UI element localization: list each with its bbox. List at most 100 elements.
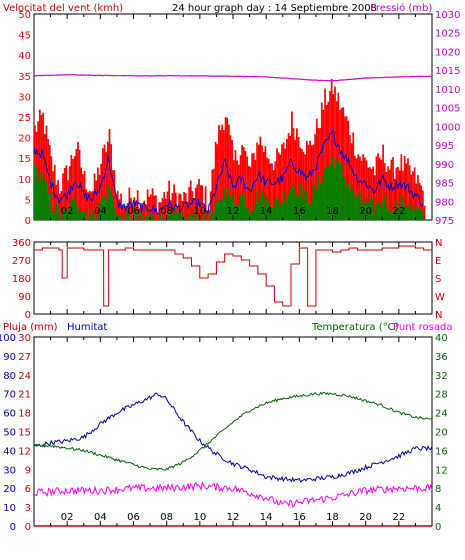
low-speed-bar (241, 194, 243, 220)
low-speed-bar (46, 181, 48, 220)
humidity-x-tick-label-12: 12 (227, 512, 240, 523)
low-speed-bar (412, 205, 414, 220)
humidity-tick-2: 20 (3, 484, 16, 495)
temperature-tick-1: 4 (435, 503, 441, 514)
low-speed-bar (352, 187, 354, 220)
low-speed-bar (218, 199, 220, 220)
low-speed-bar (223, 187, 225, 220)
low-speed-bar (279, 206, 281, 220)
low-speed-bar (286, 201, 288, 220)
dewpoint-line (34, 483, 432, 507)
humidity-x-tick-label-22: 22 (392, 512, 405, 523)
pressure-tick-9: 1020 (435, 47, 460, 58)
low-speed-bar (211, 216, 213, 220)
low-speed-bar (389, 212, 391, 220)
low-speed-bar (77, 208, 79, 220)
low-speed-bar (379, 206, 381, 220)
low-speed-bar (276, 197, 278, 220)
low-speed-bar (251, 210, 253, 220)
pressure-tick-2: 985 (435, 179, 454, 190)
wind-speed-tick-4: 20 (18, 134, 31, 145)
low-speed-bar (387, 211, 389, 220)
low-speed-bar (273, 208, 275, 220)
humidity-tick-4: 40 (3, 446, 16, 457)
low-speed-bar (89, 217, 91, 220)
direction-panel-frame (34, 242, 432, 314)
wind-x-tick-label-06: 06 (127, 206, 140, 217)
low-speed-bar (49, 192, 51, 220)
low-speed-bar (42, 173, 44, 220)
humidity-axis-label: Humitat (67, 322, 107, 333)
wind-speed-tick-3: 15 (18, 154, 31, 165)
direction-compass-tick-1: W (435, 292, 445, 303)
temperature-tick-8: 32 (435, 371, 448, 382)
wind-speed-tick-9: 45 (18, 31, 31, 42)
pressure-line (34, 75, 432, 81)
low-speed-bar (90, 213, 92, 220)
gust-bar (374, 175, 376, 220)
direction-compass-tick-2: S (435, 274, 441, 285)
wind-speed-tick-5: 25 (18, 113, 31, 124)
low-speed-bar (75, 204, 77, 220)
low-speed-bar (210, 211, 212, 220)
low-speed-bar (145, 215, 147, 220)
low-speed-bar (94, 219, 96, 220)
rain-tick-6: 18 (18, 409, 31, 420)
low-speed-bar (318, 176, 320, 220)
temperature-tick-2: 8 (435, 484, 441, 495)
low-speed-bar (74, 198, 76, 220)
low-speed-bar (288, 193, 290, 220)
low-speed-bar (405, 208, 407, 220)
pressure-tick-10: 1025 (435, 29, 460, 40)
low-speed-bar (52, 212, 54, 220)
pressure-tick-4: 995 (435, 141, 454, 152)
rain-tick-5: 15 (18, 428, 31, 439)
rain-tick-3: 9 (25, 465, 31, 476)
humidity-x-tick-label-14: 14 (260, 512, 273, 523)
temperature-tick-6: 24 (435, 409, 448, 420)
gust-bar (185, 193, 187, 220)
humidity-x-tick-label-10: 10 (193, 512, 206, 523)
wind-x-tick-label-10: 10 (193, 206, 206, 217)
direction-compass-tick-0: N (435, 310, 442, 321)
low-speed-bar (147, 217, 149, 220)
low-speed-bar (374, 214, 376, 220)
low-speed-bar (313, 185, 315, 220)
low-speed-bar (246, 206, 248, 220)
low-speed-bar (110, 191, 112, 220)
gust-bar (250, 167, 252, 220)
direction-degree-tick-0: 0 (25, 310, 31, 321)
low-speed-bar (140, 211, 142, 220)
pressure-tick-3: 990 (435, 160, 454, 171)
humidity-x-tick-label-06: 06 (127, 512, 140, 523)
low-speed-bar (354, 195, 356, 220)
rain-tick-10: 30 (18, 333, 31, 344)
humidity-line (34, 393, 432, 482)
humidity-tick-10: 100 (0, 333, 16, 344)
low-speed-bar (44, 180, 46, 220)
rain-tick-4: 12 (18, 446, 31, 457)
humidity-tick-5: 50 (3, 428, 16, 439)
rain-tick-8: 24 (18, 371, 31, 382)
rain-tick-9: 27 (18, 352, 31, 363)
low-speed-bar (308, 205, 310, 220)
humidity-tick-6: 60 (3, 409, 16, 420)
low-speed-bar (34, 164, 36, 220)
direction-degree-tick-4: 360 (12, 238, 31, 249)
low-speed-bar (57, 208, 59, 220)
low-speed-bar (79, 211, 81, 220)
low-speed-bar (347, 183, 349, 220)
rain-axis-label: Pluja (mm) (3, 322, 58, 333)
low-speed-bar (410, 209, 412, 220)
low-speed-bar (420, 207, 422, 220)
humidity-x-tick-label-20: 20 (359, 512, 372, 523)
direction-degree-tick-2: 180 (12, 274, 31, 285)
low-speed-bar (120, 213, 122, 220)
low-speed-bar (54, 213, 56, 220)
